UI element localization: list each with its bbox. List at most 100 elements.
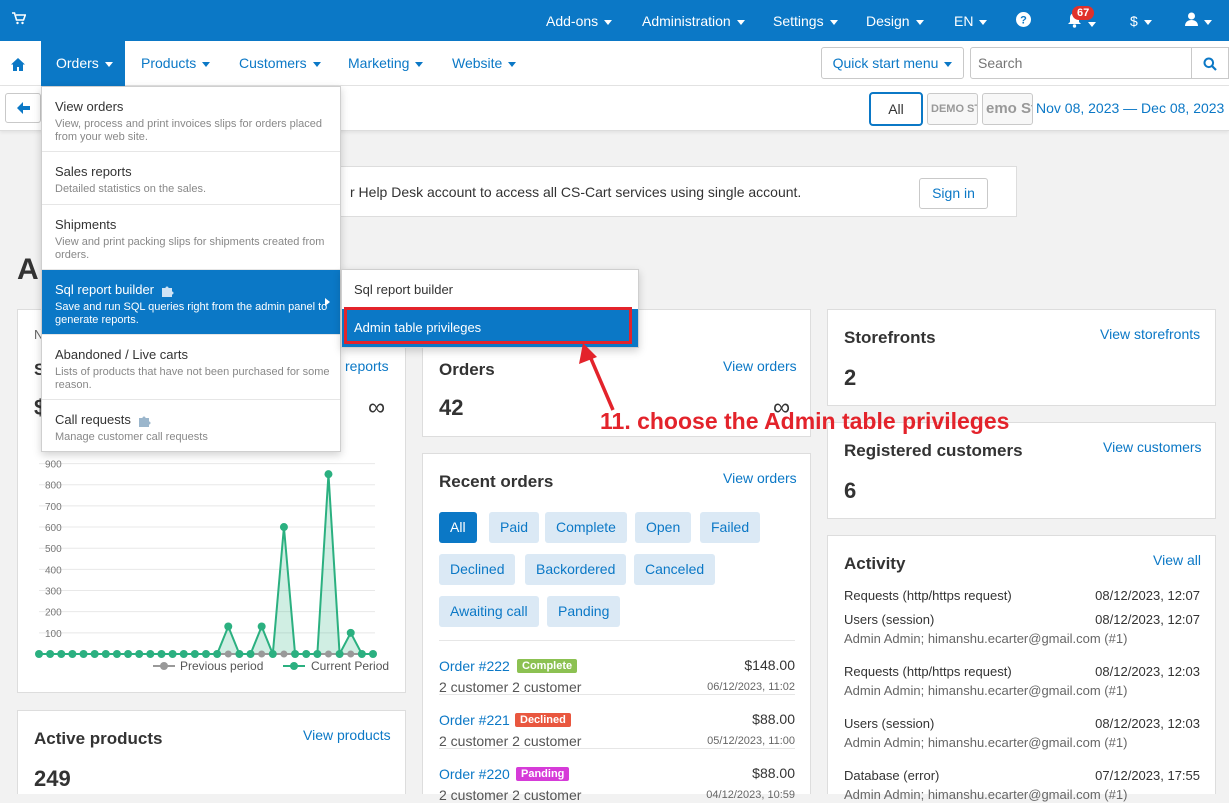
main-nav-bar: Orders Products Customers Marketing Webs… bbox=[0, 41, 1229, 86]
submenu-item-sql-report-builder[interactable]: Sql report builder bbox=[354, 282, 453, 297]
storefront-1-logo[interactable]: DEMO STO bbox=[927, 93, 978, 125]
menu-item-shipments[interactable]: Shipments View and print packing slips f… bbox=[42, 205, 340, 270]
nav-customers[interactable]: Customers bbox=[239, 41, 321, 86]
menu-item-description: Lists of products that have not been pur… bbox=[55, 366, 330, 391]
filter-paid[interactable]: Paid bbox=[489, 512, 540, 543]
y-tick-label: 500 bbox=[45, 544, 62, 555]
sql-report-submenu: Sql report builder Admin table privilege… bbox=[341, 269, 639, 348]
orders-dropdown-menu: View orders View, process and print invo… bbox=[41, 86, 341, 452]
view-products-link[interactable]: View products bbox=[303, 727, 391, 743]
current-period-point bbox=[357, 650, 366, 658]
search-button[interactable] bbox=[1191, 47, 1229, 79]
nav-orders[interactable]: Orders bbox=[41, 41, 125, 86]
menu-item-sales-reports[interactable]: Sales reports Detailed statistics on the… bbox=[42, 152, 340, 205]
orders-count: 42 bbox=[439, 395, 464, 420]
cart-icon[interactable] bbox=[12, 12, 27, 28]
sign-in-button[interactable]: Sign in bbox=[919, 178, 988, 209]
order-link[interactable]: Order #221 bbox=[439, 712, 510, 728]
storefront-all-button[interactable]: All bbox=[869, 92, 923, 126]
current-period-point bbox=[124, 650, 133, 658]
quick-start-menu-button[interactable]: Quick start menu bbox=[821, 47, 964, 79]
previous-period-point bbox=[224, 650, 232, 658]
user-icon[interactable] bbox=[1185, 12, 1212, 29]
current-period-point bbox=[235, 650, 244, 658]
page-title: A bbox=[17, 253, 39, 286]
annotation-arrow-icon bbox=[579, 343, 615, 411]
filter-awaiting-call[interactable]: Awaiting call bbox=[439, 596, 539, 627]
filter-panding[interactable]: Panding bbox=[547, 596, 621, 627]
previous-period-point bbox=[347, 650, 355, 658]
recent-view-orders-link[interactable]: View orders bbox=[723, 470, 797, 486]
y-tick-label: 200 bbox=[45, 608, 62, 619]
nav-marketing[interactable]: Marketing bbox=[348, 41, 424, 86]
caret-down-icon bbox=[508, 61, 517, 67]
menu-item-view-orders[interactable]: View orders View, process and print invo… bbox=[42, 87, 340, 152]
home-icon[interactable] bbox=[11, 41, 25, 86]
filter-open[interactable]: Open bbox=[635, 512, 692, 543]
menu-settings[interactable]: Settings bbox=[773, 13, 838, 29]
view-reports-link[interactable]: reports bbox=[345, 358, 389, 374]
order-amount: $148.00 bbox=[744, 657, 795, 673]
menu-item-abandoned-carts[interactable]: Abandoned / Live carts Lists of products… bbox=[42, 335, 340, 400]
filter-all[interactable]: All bbox=[439, 512, 477, 543]
date-range-picker[interactable]: Nov 08, 2023 — Dec 08, 2023 bbox=[1036, 100, 1229, 116]
active-products-panel: Active products View products 249 bbox=[17, 710, 406, 794]
order-row: Order #221 Declined $88.00 2 customer 2 … bbox=[439, 694, 795, 749]
filter-canceled[interactable]: Canceled bbox=[634, 554, 716, 585]
activity-type: Users (session) bbox=[844, 716, 935, 731]
filter-declined[interactable]: Declined bbox=[439, 554, 516, 585]
current-period-point bbox=[268, 650, 277, 658]
nav-customers-label: Customers bbox=[239, 55, 307, 71]
previous-period-point bbox=[324, 650, 332, 658]
menu-item-description: Manage customer call requests bbox=[55, 431, 208, 443]
menu-administration[interactable]: Administration bbox=[642, 13, 745, 29]
sales-partial-title: S bbox=[34, 360, 46, 379]
menu-item-title: View orders bbox=[55, 99, 124, 114]
highlight-box bbox=[344, 307, 632, 344]
date-range-label: Nov 08, 2023 — Dec 08, 2023 bbox=[1036, 100, 1225, 116]
activity-user: Admin Admin; himanshu.ecarter@gmail.com … bbox=[844, 735, 1128, 750]
filter-backordered[interactable]: Backordered bbox=[525, 554, 627, 585]
menu-language[interactable]: EN bbox=[954, 13, 988, 29]
order-date: 06/12/2023, 11:02 bbox=[707, 681, 795, 693]
y-tick-label: 800 bbox=[45, 481, 62, 492]
nav-marketing-label: Marketing bbox=[348, 55, 410, 71]
current-period-point bbox=[224, 622, 233, 631]
order-link[interactable]: Order #222 bbox=[439, 658, 510, 674]
nav-products[interactable]: Products bbox=[141, 41, 211, 86]
nav-website[interactable]: Website bbox=[452, 41, 517, 86]
menu-item-title-text: Sql report builder bbox=[55, 282, 154, 297]
menu-design[interactable]: Design bbox=[866, 13, 924, 29]
help-icon[interactable]: ? bbox=[1016, 12, 1031, 30]
submenu-item-admin-table-privileges[interactable]: Admin table privileges bbox=[342, 309, 638, 347]
filter-complete[interactable]: Complete bbox=[545, 512, 627, 543]
view-orders-link[interactable]: View orders bbox=[723, 358, 797, 374]
caret-down-icon bbox=[944, 61, 953, 67]
view-customers-link[interactable]: View customers bbox=[1103, 439, 1202, 455]
quick-start-label: Quick start menu bbox=[832, 55, 939, 71]
activity-type: Requests (http/https request) bbox=[844, 664, 1012, 679]
filter-failed[interactable]: Failed bbox=[700, 512, 761, 543]
menu-item-title: Shipments bbox=[55, 217, 117, 232]
menu-item-call-requests[interactable]: Call requests Manage customer call reque… bbox=[42, 400, 340, 452]
activity-date: 08/12/2023, 12:03 bbox=[1095, 664, 1200, 679]
search-input[interactable] bbox=[970, 47, 1192, 79]
sales-infinity: ∞ bbox=[368, 394, 386, 421]
view-storefronts-link[interactable]: View storefronts bbox=[1100, 326, 1201, 342]
customers-panel: Registered customers View customers 6 bbox=[827, 422, 1216, 519]
helpdesk-text: r Help Desk account to access all CS-Car… bbox=[350, 184, 802, 200]
view-all-activity-link[interactable]: View all bbox=[1153, 552, 1201, 568]
legend-current-marker bbox=[290, 662, 298, 670]
menu-addons[interactable]: Add-ons bbox=[546, 13, 613, 29]
menu-item-sql-report-builder[interactable]: Sql report builder Save and run SQL quer… bbox=[42, 270, 340, 335]
caret-down-icon bbox=[604, 19, 613, 25]
menu-currency[interactable]: $ bbox=[1130, 13, 1152, 29]
current-period-point bbox=[302, 650, 311, 658]
activity-panel: Activity View all Requests (http/https r… bbox=[827, 535, 1216, 802]
previous-period-point bbox=[258, 650, 266, 658]
caret-down-icon bbox=[1088, 21, 1096, 27]
caret-down-icon bbox=[1204, 19, 1212, 25]
storefront-2-logo[interactable]: emo Sto bbox=[982, 93, 1033, 125]
back-button[interactable] bbox=[5, 93, 41, 123]
order-link[interactable]: Order #220 bbox=[439, 766, 510, 782]
